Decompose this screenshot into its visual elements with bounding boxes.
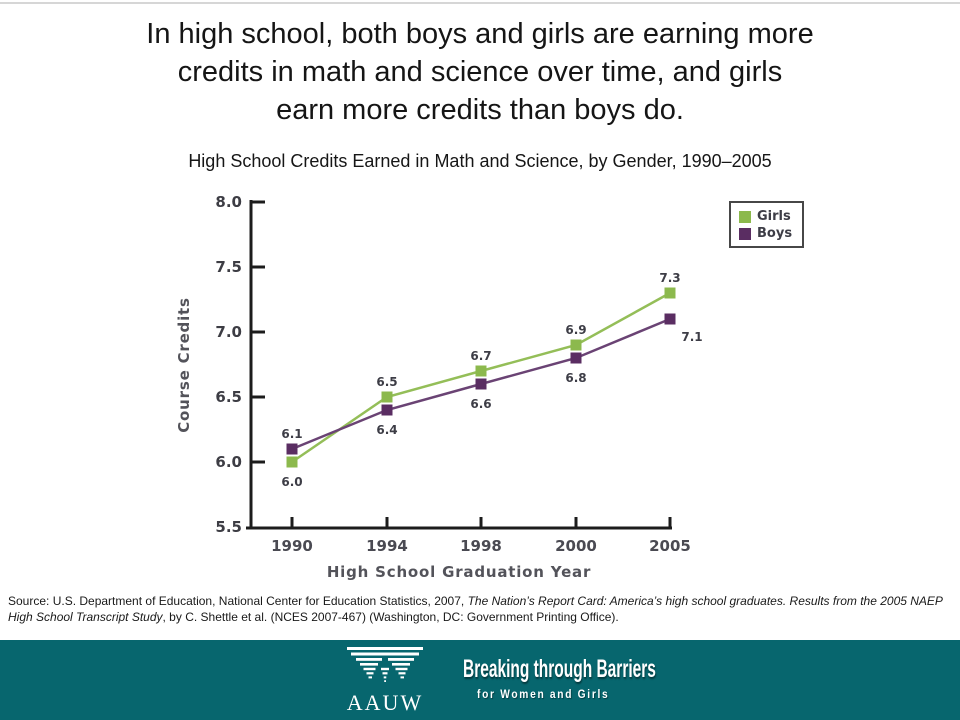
data-label-girls: 7.3 — [659, 271, 680, 285]
data-label-girls: 6.7 — [470, 349, 491, 363]
y-tick-label: 6.5 — [215, 388, 242, 406]
data-point-girls — [664, 287, 676, 299]
x-tick-label: 2005 — [649, 537, 691, 555]
aauw-logo-icon — [347, 647, 423, 682]
data-label-boys: 6.8 — [565, 371, 586, 385]
data-label-boys: 7.1 — [681, 330, 702, 344]
data-point-boys — [286, 443, 298, 455]
boys-swatch-icon — [739, 227, 751, 240]
x-axis-title: High School Graduation Year — [327, 563, 591, 581]
data-point-boys — [475, 378, 487, 390]
legend-label-girls: Girls — [757, 209, 791, 224]
data-point-boys — [664, 313, 676, 325]
x-tick-label: 1998 — [460, 537, 502, 555]
chart-legend: Girls Boys — [729, 201, 805, 248]
aauw-logo-text: AAUW — [346, 690, 424, 715]
data-point-girls — [286, 456, 298, 468]
legend-label-boys: Boys — [757, 226, 793, 241]
x-tick-label: 1994 — [366, 537, 408, 555]
y-tick-label: 8.0 — [215, 193, 242, 211]
chart-title: High School Credits Earned in Math and S… — [188, 151, 772, 171]
y-tick-label: 7.0 — [215, 323, 242, 341]
data-point-girls — [570, 339, 582, 351]
data-label-girls: 6.0 — [281, 475, 302, 489]
data-label-boys: 6.1 — [281, 427, 302, 441]
footer-tagline-main: Breaking through Barriers — [463, 655, 656, 683]
data-point-girls — [381, 391, 393, 403]
source-citation: Source: U.S. Department of Education, Na… — [8, 594, 958, 625]
data-label-boys: 6.6 — [470, 397, 491, 411]
data-point-girls — [475, 365, 487, 377]
legend-item-boys: Boys — [739, 226, 792, 241]
source-text-italic: The Nation’s Report Card: America’s high… — [8, 594, 943, 624]
source-text-regular-2: , by C. Shettle et al. (NCES 2007-467) (… — [162, 609, 619, 624]
series-line-girls — [291, 291, 671, 464]
x-tick-label: 1990 — [271, 537, 313, 555]
data-point-boys — [381, 404, 393, 416]
footer-tagline-sub: for Women and Girls — [477, 687, 610, 701]
y-tick-label: 5.5 — [215, 518, 242, 536]
data-point-boys — [570, 352, 582, 364]
footer-banner: AAUW Breaking through Barriers for Women… — [0, 640, 960, 720]
data-label-girls: 6.5 — [376, 375, 397, 389]
y-tick-label: 6.0 — [215, 453, 242, 471]
legend-item-girls: Girls — [739, 209, 792, 224]
data-label-boys: 6.4 — [376, 423, 397, 437]
y-axis-title: Course Credits — [175, 297, 193, 432]
credits-line-chart: 8.0 7.5 7.0 6.5 6.0 5.5 1990 1994 1998 2000 2005 Co… — [175, 193, 703, 581]
data-label-girls: 6.9 — [565, 323, 586, 337]
x-tick-label: 2000 — [555, 537, 597, 555]
slide-title: In high school, both boys and girls are … — [146, 18, 814, 126]
y-tick-label: 7.5 — [215, 258, 242, 276]
source-text-regular: Source: U.S. Department of Education, Na… — [8, 594, 468, 608]
top-divider-line — [0, 2, 960, 4]
girls-swatch-icon — [739, 210, 751, 223]
